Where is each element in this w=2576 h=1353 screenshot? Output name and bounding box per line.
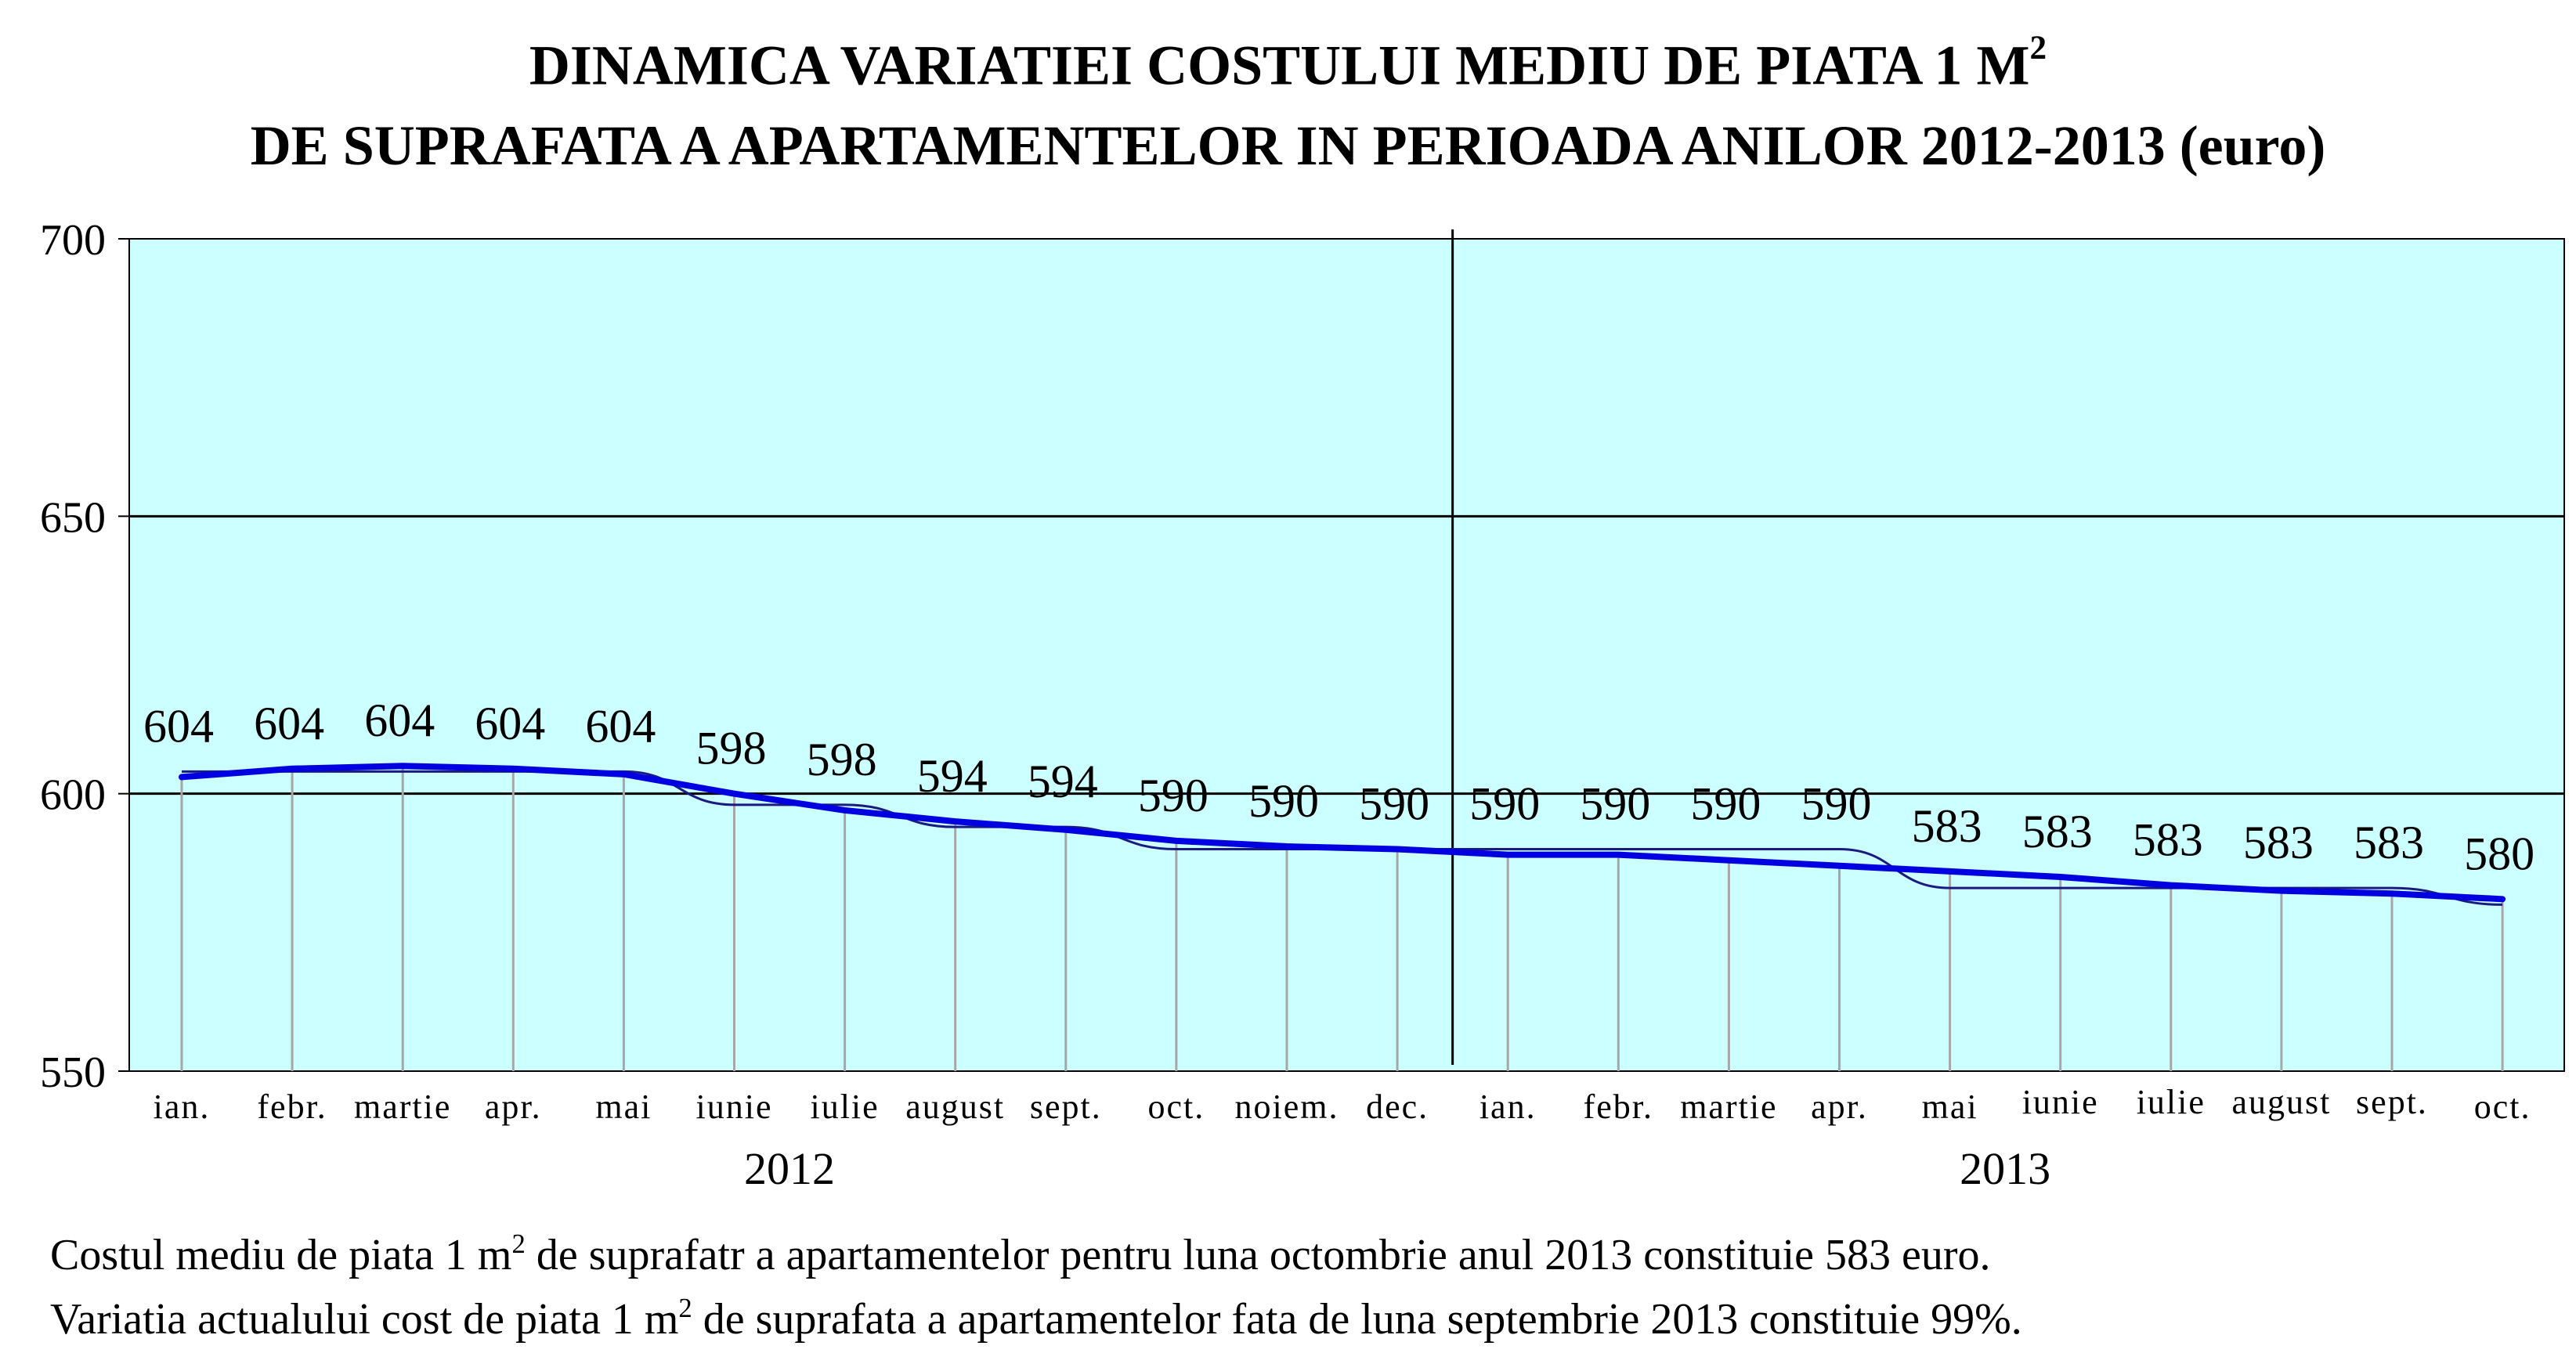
x-tick-label: apr. xyxy=(1811,1088,1868,1126)
y-tick-label: 650 xyxy=(40,493,106,542)
x-tick-label: iunie xyxy=(696,1088,773,1126)
plot-area xyxy=(128,238,2565,1072)
x-group-label: 2013 xyxy=(1960,1143,2050,1194)
data-label: 583 xyxy=(1912,800,1982,852)
x-tick-label: august xyxy=(905,1088,1005,1126)
data-label: 604 xyxy=(364,695,435,746)
data-label: 590 xyxy=(1580,778,1650,830)
x-tick-label: iunie xyxy=(2022,1083,2099,1121)
trend-line xyxy=(179,763,2506,903)
data-label: 604 xyxy=(585,700,656,752)
x-tick-label: ian. xyxy=(1479,1088,1537,1126)
x-tick-label: iulie xyxy=(2137,1083,2206,1121)
x-tick-label: oct. xyxy=(2474,1088,2531,1126)
x-tick-label: ian. xyxy=(154,1088,211,1126)
x-tick-label: apr. xyxy=(485,1088,542,1126)
data-label: 590 xyxy=(1469,778,1540,830)
data-label: 580 xyxy=(2464,828,2534,879)
x-tick-label: martie xyxy=(354,1088,451,1126)
title-superscript: 2 xyxy=(2029,30,2047,67)
y-tick-label: 550 xyxy=(40,1048,106,1097)
title-unit: (euro) xyxy=(2179,114,2326,177)
footnote-current-cost: Costul mediu de piata 1 m2 de suprafatr … xyxy=(50,1229,1991,1279)
data-label: 590 xyxy=(1248,775,1319,827)
footnote-variation: Variatia actualului cost de piata 1 m2 d… xyxy=(50,1293,2022,1344)
data-label: 590 xyxy=(1138,770,1209,821)
data-label: 598 xyxy=(696,723,767,774)
x-tick-label: noiem. xyxy=(1235,1088,1339,1126)
data-label: 583 xyxy=(2022,806,2093,857)
x-tick-label: dec. xyxy=(1366,1088,1429,1126)
data-label: 594 xyxy=(1028,756,1098,807)
data-label: 604 xyxy=(475,698,545,749)
chart-title-line-2: DE SUPRAFATA A APARTAMENTELOR IN PERIOAD… xyxy=(250,114,2326,177)
data-label: 590 xyxy=(1359,778,1429,830)
x-tick-label: oct. xyxy=(1148,1088,1205,1126)
data-label: 590 xyxy=(1801,778,1872,830)
x-tick-label: sept. xyxy=(2356,1083,2428,1121)
x-tick-label: martie xyxy=(1680,1088,1777,1126)
y-tick-label: 600 xyxy=(40,771,106,820)
data-label: 598 xyxy=(807,734,877,785)
chart-title-line-1: DINAMICA VARIATIEI COSTULUI MEDIU DE PIA… xyxy=(529,30,2047,97)
data-label: 604 xyxy=(254,698,324,749)
data-label: 583 xyxy=(2354,817,2424,868)
x-tick-label: mai xyxy=(1922,1088,1978,1126)
data-label: 590 xyxy=(1690,778,1761,830)
x-tick-label: august xyxy=(2231,1083,2331,1121)
x-tick-label: mai xyxy=(595,1088,652,1126)
data-label: 594 xyxy=(917,750,988,802)
x-tick-label: febr. xyxy=(1584,1088,1653,1126)
data-label: 583 xyxy=(2133,814,2203,866)
x-tick-label: sept. xyxy=(1030,1088,1102,1126)
data-label: 604 xyxy=(143,700,214,752)
x-tick-label: iulie xyxy=(810,1088,879,1126)
data-label: 583 xyxy=(2243,817,2314,868)
x-tick-label: febr. xyxy=(257,1088,327,1126)
x-group-label: 2012 xyxy=(744,1143,835,1194)
y-tick-label: 700 xyxy=(40,216,106,265)
